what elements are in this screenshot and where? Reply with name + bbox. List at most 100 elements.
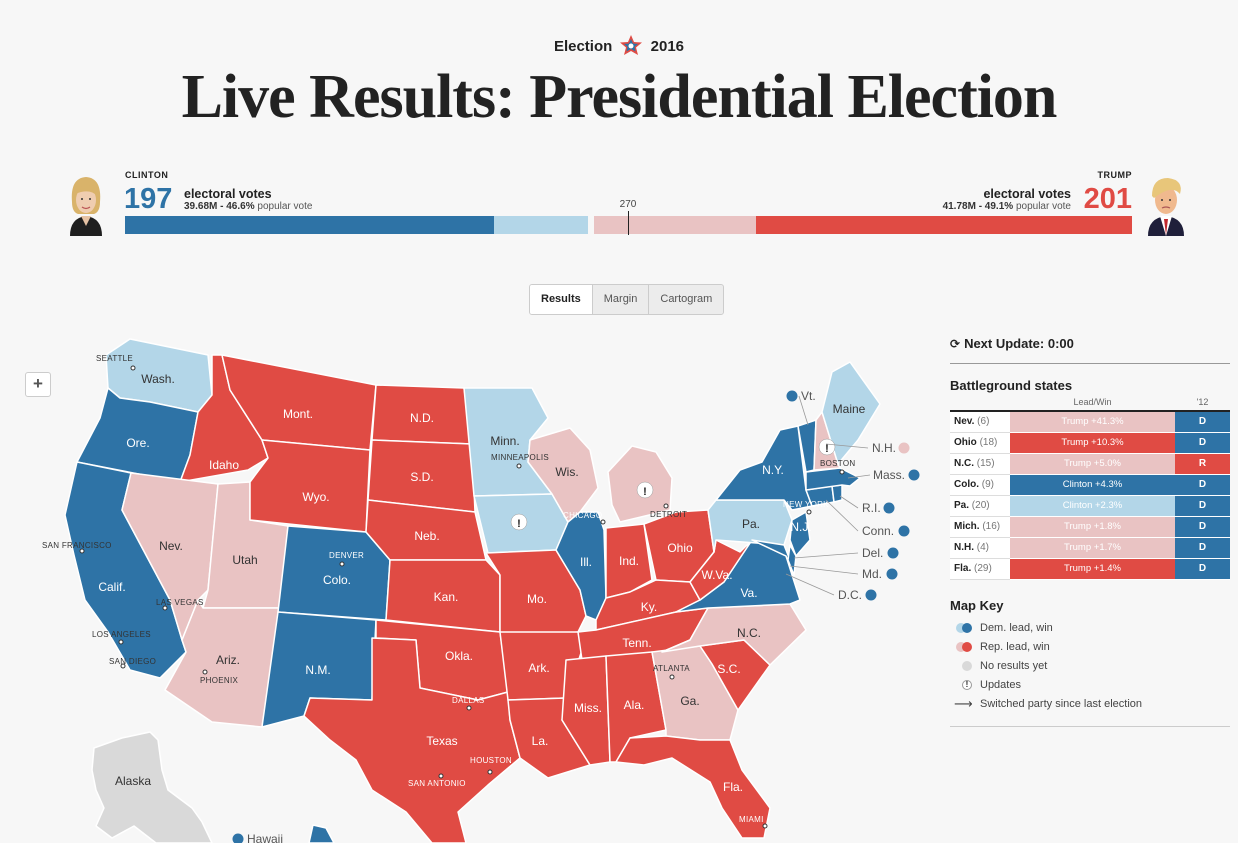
callout-md[interactable]: Md. (789, 565, 898, 581)
svg-text:N.H.: N.H. (872, 441, 896, 455)
lead-cell: Trump +41.3% (1010, 411, 1175, 433)
tab-margin[interactable]: Margin (591, 285, 649, 314)
state-label-mo: Mo. (527, 592, 547, 606)
state-label-pa: Pa. (742, 517, 760, 531)
state-cell: N.C. (15) (950, 453, 1010, 475)
callout-vt[interactable]: Vt. (786, 389, 816, 426)
city-denver: DENVER (329, 551, 364, 567)
trump-lead-segment (594, 216, 756, 234)
state-ny[interactable] (715, 425, 813, 511)
zoom-in-button[interactable]: + (25, 372, 51, 397)
svg-text:DENVER: DENVER (329, 551, 364, 560)
prev-result-cell: D (1175, 537, 1230, 559)
state-label-ms: Miss. (574, 701, 602, 715)
table-row: N.C. (15) Trump +5.0% R (950, 453, 1230, 475)
callout-de[interactable]: Del. (793, 546, 899, 560)
lead-cell: Clinton +2.3% (1010, 495, 1175, 517)
svg-text:SEATTLE: SEATTLE (96, 354, 133, 363)
sidebar: ⟳ Next Update: 0:00 Battleground states L… (950, 330, 1230, 727)
state-label-tx: Texas (426, 734, 457, 748)
callout-nh[interactable]: N.H. (825, 441, 910, 455)
update-icon[interactable]: ! (636, 481, 654, 499)
election-2016-logo[interactable]: Election 2016 (0, 34, 1238, 56)
state-label-nm: N.M. (305, 663, 330, 677)
svg-text:Hawaii: Hawaii (247, 832, 283, 843)
lead-cell: Trump +1.8% (1010, 516, 1175, 538)
state-ak[interactable] (91, 731, 213, 843)
city-chicago: CHICAGO (563, 511, 606, 525)
state-hi[interactable] (308, 824, 335, 843)
state-label-ut: Utah (232, 553, 257, 567)
next-update-label: Next Update: 0:00 (964, 336, 1074, 351)
no-results-swatch-icon (956, 660, 978, 672)
state-label-nj: N.J. (790, 520, 811, 534)
table-row: Fla. (29) Trump +1.4% D (950, 558, 1230, 580)
col-prev: '12 (1175, 397, 1230, 412)
update-icon[interactable]: ! (510, 513, 528, 531)
map-key: Dem. lead, win Rep. lead, win No results… (950, 619, 1230, 727)
state-ma[interactable] (805, 467, 861, 491)
svg-text:DALLAS: DALLAS (452, 696, 484, 705)
svg-text:R.I.: R.I. (862, 501, 881, 515)
state-ri[interactable] (831, 484, 843, 503)
clinton-ev-label: electoral votes (184, 187, 272, 201)
svg-text:Conn.: Conn. (862, 524, 894, 538)
lead-cell: Trump +10.3% (1010, 432, 1175, 454)
clinton-ev-count: 197 (124, 183, 173, 215)
star-logo-icon (620, 35, 643, 55)
city-houston: HOUSTON (470, 756, 512, 775)
state-cell: Fla. (29) (950, 558, 1010, 580)
state-label-al: Ala. (624, 698, 645, 712)
state-label-ky: Ky. (641, 600, 657, 614)
state-label-or: Ore. (126, 436, 149, 450)
state-tx[interactable] (303, 637, 521, 843)
tab-cartogram[interactable]: Cartogram (648, 285, 723, 314)
state-nj[interactable] (789, 511, 811, 557)
state-label-wa: Wash. (141, 372, 175, 386)
trump-ev-label: electoral votes (983, 187, 1071, 201)
state-label-la: La. (532, 734, 549, 748)
city-phoenix: PHOENIX (200, 669, 238, 685)
lead-cell: Trump +5.0% (1010, 453, 1175, 475)
svg-text:NEW YORK: NEW YORK (783, 500, 829, 509)
city-los-angeles: LOS ANGELES (92, 630, 151, 645)
callout-dc[interactable]: D.C. (785, 573, 877, 602)
update-icon: ! (956, 679, 978, 691)
callout-hi[interactable]: Hawaii (232, 832, 284, 843)
refresh-icon[interactable]: ⟳ (950, 337, 961, 351)
callout-ct[interactable]: Conn. (825, 499, 910, 538)
update-icon[interactable]: ! (818, 438, 836, 456)
svg-text:MIAMI: MIAMI (739, 815, 764, 824)
city-minneapolis: MINNEAPOLIS (491, 453, 549, 469)
state-wy[interactable] (249, 439, 371, 533)
tab-results[interactable]: Results (530, 285, 592, 314)
clinton-win-segment (125, 216, 494, 234)
lead-cell: Trump +1.4% (1010, 558, 1175, 580)
table-row: Ohio (18) Trump +10.3% D (950, 432, 1230, 454)
city-san-francisco: SAN FRANCISCO (42, 541, 111, 554)
state-label-ny: N.Y. (762, 463, 784, 477)
state-label-tn: Tenn. (622, 636, 651, 650)
map-key-title: Map Key (950, 597, 1004, 613)
page-title: Live Results: Presidential Election (181, 63, 1058, 131)
state-fl[interactable] (615, 735, 771, 839)
svg-text:!: ! (517, 518, 521, 530)
state-me[interactable] (821, 361, 881, 465)
state-label-wy: Wyo. (302, 490, 329, 504)
electoral-vote-bar (125, 216, 1132, 234)
state-de[interactable] (787, 544, 797, 576)
callout-ma[interactable]: Mass. (847, 468, 920, 482)
state-in[interactable] (605, 523, 653, 599)
state-cell: Colo. (9) (950, 474, 1010, 496)
state-label-sd: S.D. (410, 470, 433, 484)
lead-cell: Trump +1.7% (1010, 537, 1175, 559)
state-label-ar: Ark. (528, 661, 549, 675)
state-label-wi: Wis. (555, 465, 578, 479)
key-updates: ! Updates (950, 676, 1230, 695)
table-row: Nev. (6) Trump +41.3% D (950, 411, 1230, 433)
state-ms[interactable] (561, 655, 611, 766)
callout-ri[interactable]: R.I. (839, 495, 895, 515)
svg-text:Mass.: Mass. (873, 468, 905, 482)
trump-popular-vote: 41.78M - 49.1% popular vote (942, 201, 1071, 212)
key-switched: ⟶ Switched party since last election (954, 696, 1143, 711)
